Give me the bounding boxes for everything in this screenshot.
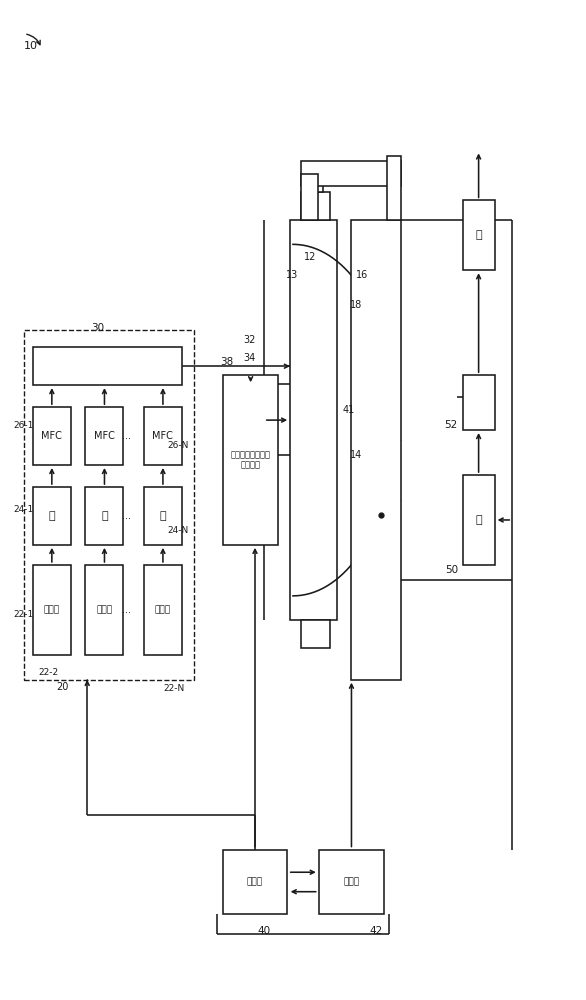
- Bar: [319, 850, 384, 914]
- Text: 24-N: 24-N: [168, 526, 189, 535]
- Text: 气体源: 气体源: [155, 605, 171, 614]
- Bar: [86, 487, 124, 545]
- Bar: [144, 407, 182, 465]
- Text: 阀: 阀: [159, 511, 166, 521]
- Text: 18: 18: [350, 300, 363, 310]
- Text: 阀: 阀: [475, 515, 482, 525]
- Text: 32: 32: [243, 335, 255, 345]
- Text: ...: ...: [122, 511, 131, 521]
- Text: 22-N: 22-N: [163, 684, 185, 693]
- Text: 30: 30: [91, 323, 104, 333]
- Text: 34: 34: [243, 353, 255, 363]
- Bar: [33, 565, 71, 655]
- Text: 12: 12: [304, 252, 316, 262]
- Bar: [462, 375, 495, 430]
- Text: 40: 40: [258, 926, 271, 936]
- Text: 41: 41: [343, 405, 355, 415]
- Bar: [387, 156, 401, 220]
- Text: 控制器: 控制器: [247, 877, 263, 886]
- Bar: [24, 330, 193, 680]
- Bar: [290, 220, 337, 620]
- Bar: [33, 407, 71, 465]
- Bar: [301, 192, 330, 220]
- Bar: [223, 375, 278, 545]
- Bar: [223, 850, 287, 914]
- Bar: [144, 565, 182, 655]
- Bar: [462, 475, 495, 565]
- Text: MFC: MFC: [152, 431, 173, 441]
- Bar: [33, 487, 71, 545]
- Text: 24-1: 24-1: [13, 505, 33, 514]
- Text: 10: 10: [24, 41, 38, 51]
- Text: ...: ...: [122, 431, 131, 441]
- Text: MFC: MFC: [94, 431, 115, 441]
- Text: 22-2: 22-2: [39, 668, 59, 677]
- Text: 等离子体功率源和
匹配网络: 等离子体功率源和 匹配网络: [231, 450, 271, 470]
- Bar: [301, 161, 401, 186]
- Text: 14: 14: [350, 450, 363, 460]
- Text: 52: 52: [445, 420, 458, 430]
- Bar: [462, 200, 495, 270]
- Text: 26-N: 26-N: [168, 441, 189, 450]
- Text: MFC: MFC: [42, 431, 62, 441]
- Bar: [86, 565, 124, 655]
- Text: 泵: 泵: [475, 230, 482, 240]
- Text: 阀: 阀: [49, 511, 55, 521]
- Bar: [33, 347, 182, 385]
- Text: 20: 20: [56, 682, 69, 692]
- Bar: [352, 220, 401, 680]
- Bar: [86, 407, 124, 465]
- Text: 50: 50: [445, 565, 458, 575]
- Text: 38: 38: [220, 357, 233, 367]
- Text: 加热器: 加热器: [343, 877, 360, 886]
- Text: 42: 42: [369, 926, 382, 936]
- Text: 阀: 阀: [101, 511, 108, 521]
- Bar: [306, 174, 323, 192]
- Text: 气体源: 气体源: [97, 605, 113, 614]
- Text: 16: 16: [356, 270, 369, 280]
- Bar: [144, 487, 182, 545]
- Bar: [301, 174, 318, 220]
- Text: 22-1: 22-1: [13, 610, 33, 619]
- Text: 13: 13: [286, 270, 298, 280]
- Text: 26-1: 26-1: [13, 421, 33, 430]
- Text: 气体源: 气体源: [44, 605, 60, 614]
- Text: ...: ...: [122, 605, 131, 615]
- Bar: [301, 620, 330, 648]
